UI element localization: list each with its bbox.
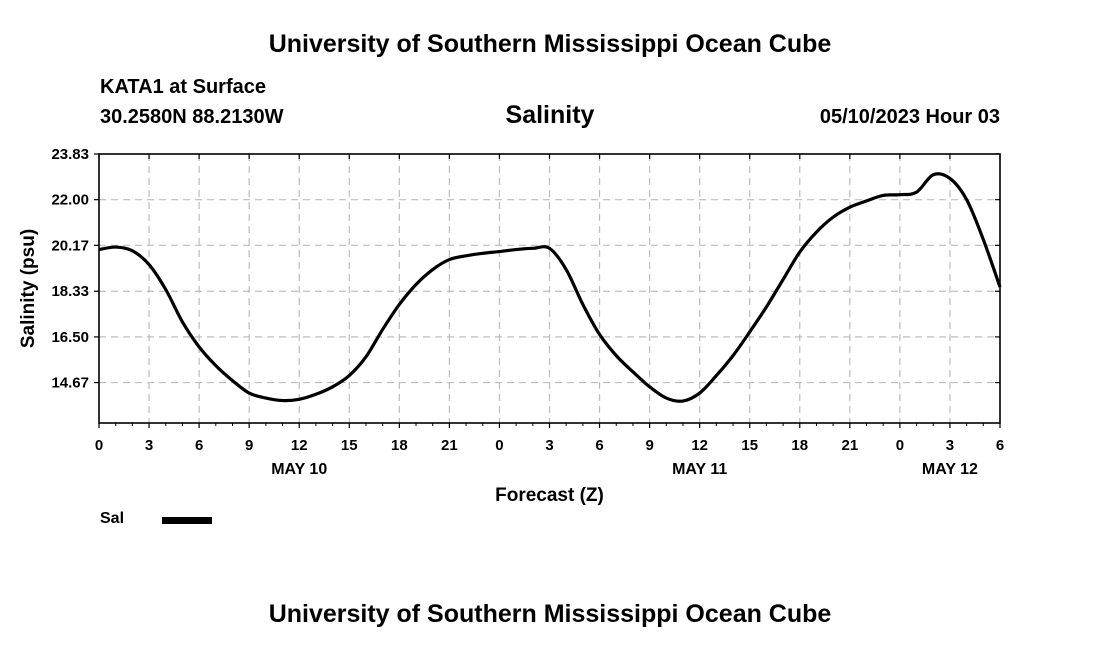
x-tick-label: 0 <box>495 437 503 454</box>
legend-label: Sal <box>100 510 125 527</box>
y-tick-label: 22.00 <box>51 192 89 209</box>
day-label: MAY 11 <box>672 461 727 478</box>
y-tick-label: 16.50 <box>51 329 89 346</box>
x-tick-label: 15 <box>741 437 758 454</box>
x-tick-label: 0 <box>896 437 904 454</box>
x-tick-label: 12 <box>691 437 708 454</box>
x-tick-label: 3 <box>145 437 153 454</box>
x-tick-label: 21 <box>441 437 458 454</box>
x-tick-label: 9 <box>645 437 653 454</box>
station-label: KATA1 at Surface <box>100 76 266 98</box>
coordinates-label: 30.2580N 88.2130W <box>100 106 284 128</box>
axes <box>94 153 1001 428</box>
datetime-label: 05/10/2023 Hour 03 <box>819 106 1000 128</box>
x-tick-label: 12 <box>291 437 308 454</box>
series-line-sal <box>98 172 1002 403</box>
x-tick-label: 18 <box>791 437 808 454</box>
x-tick-label: 6 <box>595 437 603 454</box>
y-tick-label: 23.83 <box>51 146 89 163</box>
x-tick-label: 6 <box>996 437 1004 454</box>
x-tick-label: 0 <box>95 437 103 454</box>
tick-labels: 0 3 6 9 12 15 18 21 0 3 6 9 12 15 18 21 0 3 6 MAY 10 MAY 11 M… <box>18 146 1004 506</box>
x-tick-label: 21 <box>841 437 858 454</box>
x-tick-label: 18 <box>391 437 408 454</box>
series <box>98 172 1002 403</box>
chart-title: Salinity <box>505 101 595 129</box>
x-tick-label: 15 <box>341 437 358 454</box>
grid <box>99 154 1000 423</box>
y-axis-title: Salinity (psu) <box>18 229 39 348</box>
x-tick-label: 3 <box>946 437 954 454</box>
day-label: MAY 12 <box>922 461 978 478</box>
x-axis-title: Forecast (Z) <box>495 485 604 506</box>
y-tick-label: 20.17 <box>51 237 89 254</box>
day-label: MAY 10 <box>271 461 327 478</box>
x-tick-label: 9 <box>245 437 253 454</box>
x-tick-label: 3 <box>545 437 553 454</box>
footer-title: University of Southern Mississippi Ocean… <box>268 600 832 628</box>
y-tick-label: 18.33 <box>51 283 89 300</box>
legend-swatch <box>162 517 212 524</box>
page-title: University of Southern Mississippi Ocean… <box>268 30 832 58</box>
y-tick-label: 14.67 <box>51 375 89 392</box>
x-tick-label: 6 <box>195 437 203 454</box>
